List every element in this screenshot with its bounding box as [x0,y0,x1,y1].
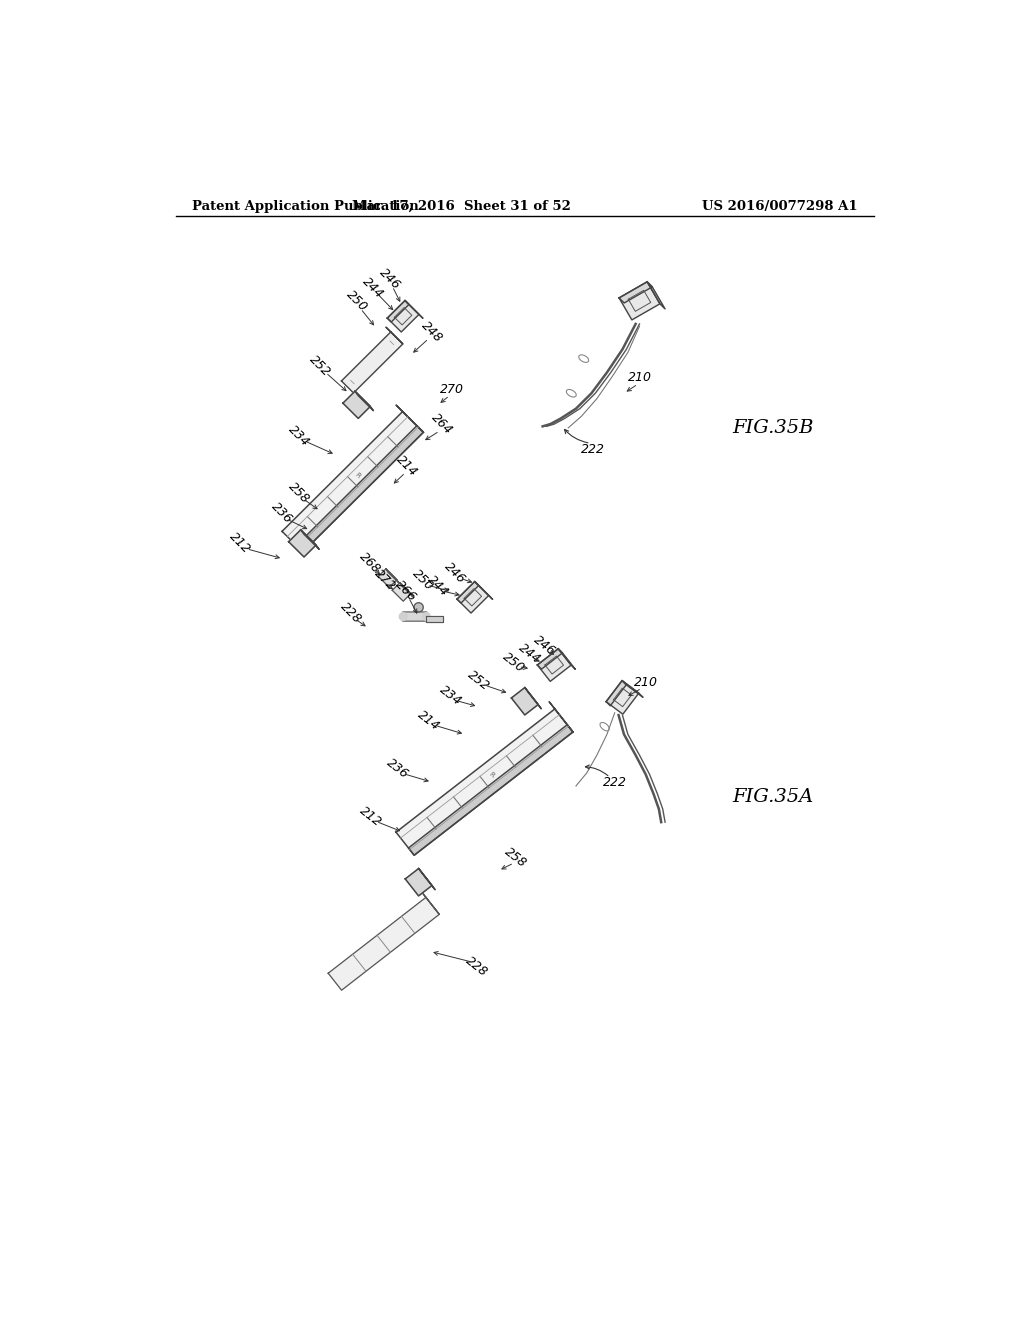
Text: 214: 214 [416,708,442,733]
Polygon shape [355,391,374,411]
Text: 250: 250 [343,288,370,314]
Text: 246: 246 [531,634,558,659]
Text: 222: 222 [581,444,605,455]
Text: 228: 228 [463,954,490,979]
Polygon shape [392,582,411,601]
Text: R: R [487,771,496,779]
Polygon shape [409,725,573,855]
Text: 222: 222 [603,776,627,788]
Text: 244: 244 [425,573,452,599]
Text: 236: 236 [268,499,295,525]
Text: 258: 258 [502,845,529,870]
Text: 252: 252 [307,354,333,379]
Polygon shape [386,327,402,345]
Text: 210: 210 [634,676,657,689]
Polygon shape [406,869,432,896]
Polygon shape [387,301,419,333]
Polygon shape [301,529,319,549]
Polygon shape [457,582,488,612]
Polygon shape [457,582,478,603]
Polygon shape [422,892,439,915]
Text: 210: 210 [628,371,651,384]
Polygon shape [341,331,402,393]
Text: FIG.35A: FIG.35A [732,788,814,807]
Polygon shape [343,391,371,418]
Circle shape [399,612,407,620]
Polygon shape [289,529,316,557]
Polygon shape [282,412,424,552]
Polygon shape [396,709,573,855]
Text: 250: 250 [410,568,435,594]
FancyBboxPatch shape [402,612,427,622]
Text: 252: 252 [465,668,492,693]
Polygon shape [329,898,439,990]
Text: 212: 212 [227,531,254,557]
Text: 248: 248 [419,318,444,345]
Text: 264: 264 [429,411,455,437]
Text: 236: 236 [384,756,412,781]
Text: 270: 270 [440,383,464,396]
Text: 212: 212 [357,804,384,829]
Text: 244: 244 [359,275,386,301]
Text: 246: 246 [377,267,403,292]
Polygon shape [400,582,413,597]
Text: 214: 214 [394,453,420,479]
Polygon shape [647,281,665,309]
Circle shape [423,612,430,620]
Polygon shape [296,426,424,552]
Polygon shape [396,405,424,432]
Polygon shape [475,582,493,599]
Text: 234: 234 [437,684,464,709]
Polygon shape [525,688,542,709]
Text: 250: 250 [501,651,527,676]
Text: 266: 266 [392,578,419,605]
Text: 234: 234 [286,422,311,449]
Polygon shape [538,648,562,669]
Text: 258: 258 [286,480,311,507]
Polygon shape [620,281,659,319]
Polygon shape [606,681,639,714]
Polygon shape [419,869,435,890]
Polygon shape [620,281,652,304]
Polygon shape [404,301,423,318]
Text: Mar. 17, 2016  Sheet 31 of 52: Mar. 17, 2016 Sheet 31 of 52 [352,199,570,213]
Polygon shape [549,702,573,733]
Polygon shape [426,615,442,622]
Text: 244: 244 [516,642,543,667]
Polygon shape [386,569,398,583]
Circle shape [414,603,423,612]
Text: 246: 246 [442,560,468,586]
Polygon shape [622,681,643,697]
Text: Patent Application Publication: Patent Application Publication [191,199,418,213]
Polygon shape [538,648,571,681]
Polygon shape [606,681,627,706]
Polygon shape [511,688,539,715]
Text: US 2016/0077298 A1: US 2016/0077298 A1 [702,199,858,213]
Text: 228: 228 [337,599,364,626]
Text: FIG.35B: FIG.35B [732,418,814,437]
Polygon shape [378,569,397,587]
Polygon shape [387,301,409,322]
Text: 268: 268 [356,549,383,576]
Polygon shape [558,648,575,669]
Text: 272: 272 [372,568,398,594]
Text: R: R [354,471,361,479]
